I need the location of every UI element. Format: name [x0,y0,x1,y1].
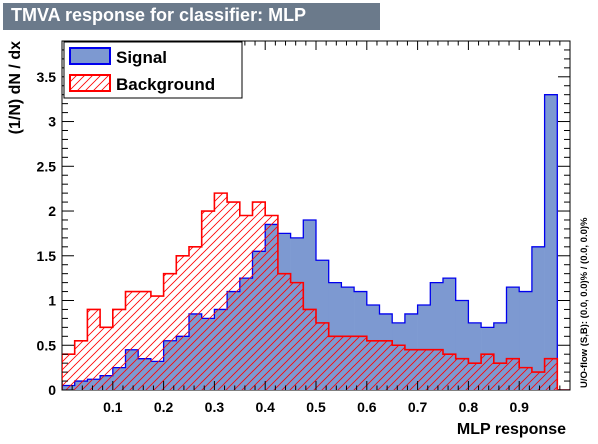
x-tick-label: 0.6 [357,399,377,415]
background-bin [341,336,355,390]
background-bin [544,358,558,390]
x-tick-label: 0.4 [255,399,275,415]
background-bin [493,363,507,390]
y-tick-label: 1.5 [37,248,57,264]
legend-signal-label: Signal [116,48,167,67]
background-series-layer [62,192,570,390]
background-bin [316,322,329,390]
background-bin [112,309,126,390]
x-tick-label: 0.5 [306,399,326,415]
background-bin [277,273,291,390]
background-bin [443,354,456,390]
background-bin [150,296,164,390]
background-bin [519,367,533,390]
background-bin [354,336,368,390]
x-axis-label: MLP response [457,421,566,438]
background-bin [481,354,495,390]
background-bin [430,349,444,390]
y-tick-label: 3.5 [37,69,57,85]
background-bin [455,358,469,390]
background-bin [392,345,406,390]
y-tick-label: 2.5 [37,158,57,174]
background-bin [303,309,317,390]
y-tick-label: 2 [48,203,56,219]
y-axis-label: (1/N) dN / dx [7,41,24,134]
background-bin [189,246,202,390]
background-bin [74,340,88,390]
signal-bin [531,246,545,390]
y-tick-label: 3 [48,114,56,130]
x-tick-label: 0.3 [205,399,225,415]
legend-signal-swatch [69,47,111,65]
background-bin [201,211,215,390]
background-bin [138,291,152,390]
x-tick-label: 0.7 [408,399,428,415]
background-bin [176,255,190,390]
x-tick-label: 0.2 [154,399,174,415]
background-bin [163,273,177,390]
y-tick-label: 1 [48,293,56,309]
background-bin [227,202,241,390]
background-bin [214,193,228,390]
background-bin [468,363,482,390]
chart-title: TMVA response for classifier: MLP [11,5,307,25]
legend-background-label: Background [116,75,215,94]
overflow-note: U/O-flow (S,B): (0.0, 0.0)% / (0.0, 0.0)… [579,217,590,388]
background-outline [62,192,570,390]
y-tick-label: 0 [48,382,56,398]
background-bin [417,349,431,390]
y-tick-label: 0.5 [37,337,57,353]
background-bin [87,309,101,390]
background-bin [252,202,266,390]
background-bin [290,282,304,390]
background-bin [404,349,418,390]
legend: Signal Background [63,41,243,99]
x-tick-label: 0.8 [459,399,479,415]
background-bin [328,336,342,390]
background-bin [125,291,139,390]
title-box: TMVA response for classifier: MLP [3,3,380,30]
x-tick-label: 0.9 [509,399,529,415]
signal-bin [519,291,533,390]
background-bin [366,340,380,390]
x-tick-label: 0.1 [103,399,123,415]
background-bin [379,340,393,390]
legend-background-swatch [69,74,111,92]
background-bin [506,358,520,390]
background-bin [239,215,253,390]
signal-bin [544,94,558,390]
background-bin [100,327,114,390]
background-bin [265,215,279,390]
background-bin [531,372,545,390]
